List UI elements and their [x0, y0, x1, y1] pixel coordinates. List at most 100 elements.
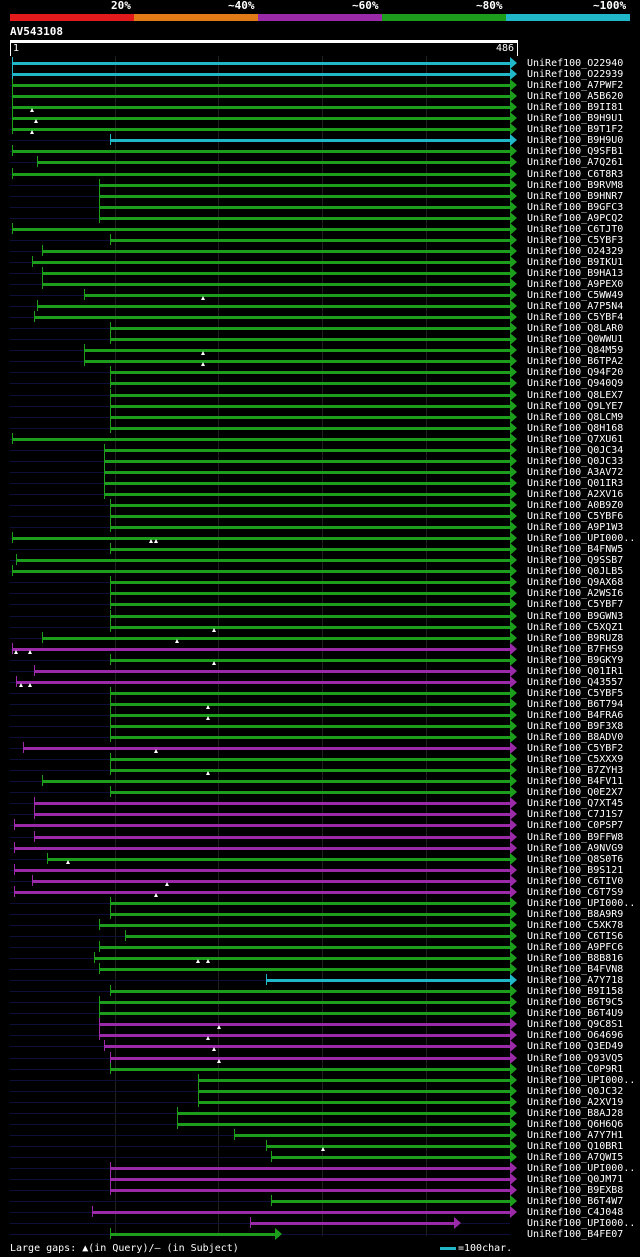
- hit-label[interactable]: UniRef100_O22940: [527, 58, 624, 69]
- hit-bar[interactable]: [198, 1100, 510, 1104]
- hit-bar[interactable]: [109, 912, 510, 916]
- hit-bar[interactable]: [109, 1167, 510, 1170]
- hit-bar[interactable]: [109, 1178, 510, 1182]
- hit-row[interactable]: UniRef100_A7QWI5: [0, 1150, 640, 1163]
- hit-row[interactable]: UniRef100_B4FNW5: [0, 543, 640, 556]
- hit-bar[interactable]: [109, 691, 510, 695]
- hit-bar[interactable]: [99, 216, 510, 220]
- hit-bar[interactable]: [33, 813, 510, 817]
- hit-label[interactable]: UniRef100_Q01IR3: [527, 477, 624, 489]
- hit-row[interactable]: UniRef100_Q43557: [0, 675, 640, 688]
- hit-bar[interactable]: [42, 283, 510, 286]
- hit-row[interactable]: UniRef100_A2XV19: [0, 1095, 640, 1108]
- hit-label[interactable]: UniRef100_C7J1S7: [527, 809, 624, 821]
- hit-label[interactable]: UniRef100_A2XV16: [527, 488, 624, 500]
- hit-label[interactable]: UniRef100_O64696: [527, 1030, 624, 1042]
- hit-label[interactable]: UniRef100_C5XQZ1: [527, 621, 624, 633]
- hit-row[interactable]: UniRef100_A2XV16: [0, 487, 640, 500]
- hit-label[interactable]: UniRef100_UPI000..: [527, 1074, 636, 1086]
- hit-bar[interactable]: [109, 990, 510, 994]
- hit-bar[interactable]: [14, 890, 510, 894]
- hit-bar[interactable]: [125, 934, 510, 938]
- hit-row[interactable]: UniRef100_B6T4W7: [0, 1195, 640, 1208]
- hit-label[interactable]: UniRef100_A7PWF2: [527, 80, 624, 92]
- hit-row[interactable]: UniRef100_A7Y7H1: [0, 1128, 640, 1141]
- hit-bar[interactable]: [12, 570, 510, 574]
- hit-bar[interactable]: [109, 581, 510, 585]
- hit-row[interactable]: UniRef100_B4FRA6: [0, 708, 640, 721]
- hit-bar[interactable]: [109, 382, 510, 386]
- hit-row[interactable]: UniRef100_A3AV72: [0, 465, 640, 478]
- hit-label[interactable]: UniRef100_B6T794: [527, 698, 624, 710]
- hit-row[interactable]: UniRef100_C0PSP7: [0, 819, 640, 832]
- hit-bar[interactable]: [12, 537, 510, 541]
- hit-bar[interactable]: [12, 172, 510, 176]
- hit-row[interactable]: UniRef100_B9GKY9: [0, 653, 640, 666]
- hit-bar[interactable]: [104, 459, 510, 463]
- hit-bar[interactable]: [83, 360, 510, 364]
- hit-bar[interactable]: [109, 725, 510, 728]
- hit-row[interactable]: UniRef100_UPI000..: [0, 532, 640, 545]
- hit-bar[interactable]: [109, 526, 510, 530]
- hit-bar[interactable]: [42, 636, 510, 640]
- hit-label[interactable]: UniRef100_B4FRA6: [527, 709, 624, 721]
- hit-label[interactable]: UniRef100_C5YBF2: [527, 743, 624, 755]
- hit-label[interactable]: UniRef100_B9RUZ8: [527, 632, 624, 644]
- hit-row[interactable]: UniRef100_C6TIV0: [0, 874, 640, 887]
- hit-label[interactable]: UniRef100_B9I158: [527, 986, 624, 998]
- hit-bar[interactable]: [31, 879, 510, 883]
- hit-label[interactable]: UniRef100_Q9SFB1: [527, 146, 624, 158]
- hit-label[interactable]: UniRef100_C6TIV0: [527, 875, 624, 887]
- hit-label[interactable]: UniRef100_B4FE07: [527, 1229, 624, 1241]
- hit-row[interactable]: UniRef100_Q0JC34: [0, 443, 640, 456]
- hit-row[interactable]: UniRef100_Q7XT45: [0, 797, 640, 810]
- hit-label[interactable]: UniRef100_C5WW49: [527, 290, 624, 302]
- hit-bar[interactable]: [83, 294, 510, 298]
- hit-bar[interactable]: [198, 1078, 510, 1082]
- hit-row[interactable]: UniRef100_UPI000..: [0, 1073, 640, 1086]
- hit-label[interactable]: UniRef100_C5YBF4: [527, 312, 624, 324]
- hit-row[interactable]: UniRef100_Q8H168: [0, 421, 640, 434]
- hit-bar[interactable]: [270, 1155, 510, 1159]
- hit-row[interactable]: UniRef100_A7Y718: [0, 974, 640, 987]
- hit-row[interactable]: UniRef100_A9P1W3: [0, 521, 640, 534]
- hit-bar[interactable]: [109, 603, 510, 607]
- hit-label[interactable]: UniRef100_B9S121: [527, 864, 624, 876]
- hit-row[interactable]: UniRef100_A0B9Z0: [0, 499, 640, 511]
- hit-row[interactable]: UniRef100_Q8S0T6: [0, 852, 640, 865]
- hit-bar[interactable]: [109, 791, 510, 795]
- hit-bar[interactable]: [234, 1133, 510, 1137]
- hit-label[interactable]: UniRef100_Q940Q9: [527, 378, 624, 390]
- hit-label[interactable]: UniRef100_UPI000..: [527, 533, 636, 545]
- hit-label[interactable]: UniRef100_A9PEX0: [527, 279, 624, 290]
- hit-row[interactable]: UniRef100_Q6H6Q6: [0, 1117, 640, 1130]
- hit-row[interactable]: UniRef100_B8ADV0: [0, 731, 640, 744]
- hit-bar[interactable]: [109, 238, 510, 242]
- hit-row[interactable]: UniRef100_Q93VQ5: [0, 1051, 640, 1064]
- hit-bar[interactable]: [109, 327, 510, 331]
- hit-label[interactable]: UniRef100_O24329: [527, 245, 624, 257]
- hit-bar[interactable]: [42, 271, 510, 275]
- hit-label[interactable]: UniRef100_B8AJ28: [527, 1107, 624, 1119]
- hit-label[interactable]: UniRef100_A7Y718: [527, 975, 624, 987]
- hit-label[interactable]: UniRef100_B4FNW5: [527, 544, 624, 556]
- hit-bar[interactable]: [109, 702, 510, 706]
- hit-bar[interactable]: [99, 1001, 510, 1005]
- hit-bar[interactable]: [104, 448, 510, 452]
- hit-bar[interactable]: [99, 194, 510, 198]
- hit-label[interactable]: UniRef100_B9GWN3: [527, 610, 624, 622]
- hit-bar[interactable]: [99, 1034, 510, 1038]
- hit-bar[interactable]: [109, 426, 510, 430]
- hit-bar[interactable]: [109, 515, 510, 519]
- hit-label[interactable]: UniRef100_A7P5N4: [527, 301, 624, 313]
- hit-label[interactable]: UniRef100_Q0E2X7: [527, 787, 624, 799]
- hit-row[interactable]: UniRef100_Q940Q9: [0, 377, 640, 390]
- hit-label[interactable]: UniRef100_Q3ED49: [527, 1041, 624, 1053]
- hit-row[interactable]: UniRef100_B9HA13: [0, 266, 640, 279]
- hit-row[interactable]: UniRef100_Q94F20: [0, 366, 640, 379]
- hit-bar[interactable]: [83, 349, 510, 353]
- hit-bar[interactable]: [36, 161, 510, 165]
- hit-bar[interactable]: [109, 139, 510, 143]
- hit-row[interactable]: UniRef100_C5XXX9: [0, 753, 640, 766]
- hit-bar[interactable]: [99, 968, 510, 972]
